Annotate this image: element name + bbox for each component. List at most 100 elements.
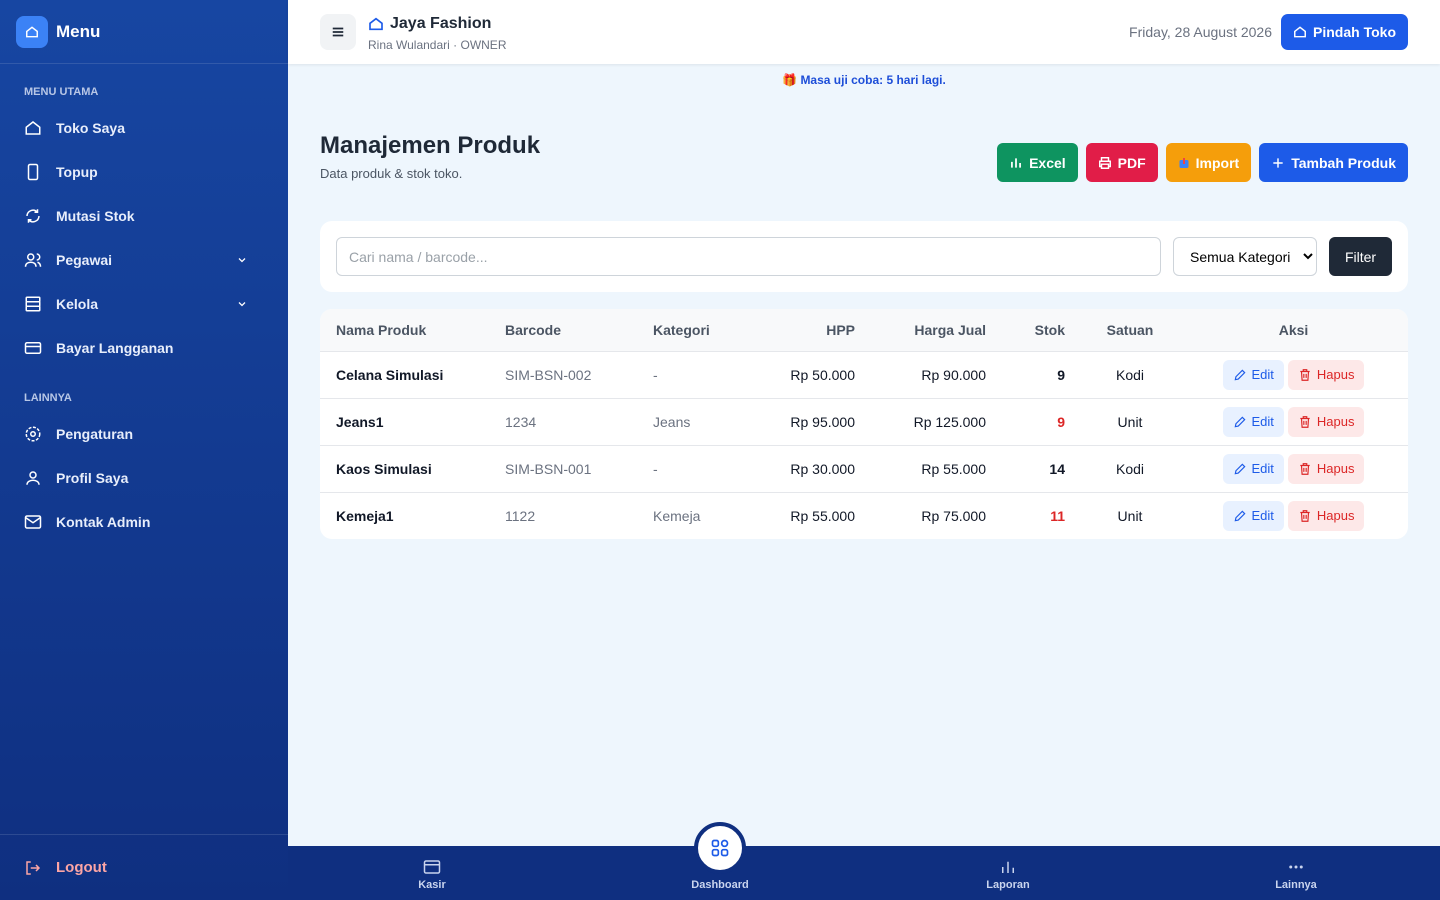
nav-label: Lainnya xyxy=(1275,879,1317,891)
column-header: Kategori xyxy=(637,309,735,351)
table-cell: Rp 75.000 xyxy=(871,491,1002,539)
delete-button[interactable]: Hapus xyxy=(1287,359,1365,390)
button-label: Hapus xyxy=(1316,461,1355,476)
edit-button[interactable]: Edit xyxy=(1222,500,1284,531)
pdf-button[interactable]: PDF xyxy=(1085,143,1158,182)
button-label: Tambah Produk xyxy=(1291,154,1396,171)
table-cell: Jeans xyxy=(637,397,735,445)
nav-item[interactable]: Kelola xyxy=(0,282,288,326)
table-cell: Unit xyxy=(1081,397,1179,445)
button-label: Excel xyxy=(1029,154,1066,171)
button-label: PDF xyxy=(1117,154,1146,171)
table-cell: Rp 50.000 xyxy=(735,350,871,398)
table-cell: 14 xyxy=(1002,444,1081,492)
table-cell: 1122 xyxy=(489,491,637,539)
date: Friday, 28 August 2026 xyxy=(1129,24,1272,40)
filter-button[interactable]: Filter xyxy=(1329,237,1392,276)
delete-button[interactable]: Hapus xyxy=(1287,453,1365,484)
top-bar: Jaya Fashion Rina Wulandari · OWNER Frid… xyxy=(288,0,1440,64)
column-header: Harga Jual xyxy=(871,309,1002,351)
sidebar-title: Menu xyxy=(56,21,101,41)
nav-item[interactable]: Mutasi Stok xyxy=(0,194,288,238)
section-label: MENU UTAMA xyxy=(24,86,99,98)
bottom-nav-item[interactable]: Laporan xyxy=(864,846,1152,900)
edit-button[interactable]: Edit xyxy=(1222,453,1284,484)
table-cell: 9 xyxy=(1002,397,1081,445)
button-label: Edit xyxy=(1251,461,1274,476)
bottom-nav: Kasir Dashboard Laporan Lainnya xyxy=(288,846,1440,900)
nav-label: Kasir xyxy=(418,879,446,891)
filter-card: Semua Kategori Filter xyxy=(320,221,1408,292)
table-row: Kaos Simulasi SIM-BSN-001- Rp 30.000 Rp 55.… xyxy=(320,444,1408,492)
table-cell: Rp 55.000 xyxy=(871,444,1002,492)
add-product-button[interactable]: Tambah Produk xyxy=(1259,143,1408,182)
table-row: Jeans1 1234 Jeans Rp 95.000 Rp 125.000 9 Unit E… xyxy=(320,397,1408,445)
bottom-nav-item[interactable]: Dashboard xyxy=(576,846,864,900)
table-row: Celana Simulasi SIM-BSN-002- Rp 50.000 Rp 9… xyxy=(320,350,1408,398)
notice-text: Masa uji coba: 5 hari lagi. xyxy=(800,73,946,87)
logout[interactable]: Logout xyxy=(0,834,288,900)
nav-item[interactable]: Bayar Langganan xyxy=(0,326,288,370)
nav-item[interactable]: Pengaturan xyxy=(0,412,288,456)
column-header: HPP xyxy=(735,309,871,351)
table-cell: Rp 125.000 xyxy=(871,397,1002,445)
button-label: Hapus xyxy=(1316,414,1355,429)
column-header: Aksi xyxy=(1179,309,1408,351)
nav-item[interactable]: Topup xyxy=(0,150,288,194)
button-label: Import xyxy=(1195,154,1240,171)
bottom-nav-item[interactable]: Lainnya xyxy=(1152,846,1440,900)
table-cell: - xyxy=(637,350,735,398)
column-header: Stok xyxy=(1002,309,1081,351)
store: Jaya Fashion xyxy=(368,15,491,33)
excel-button[interactable]: Excel xyxy=(997,143,1078,182)
category-select[interactable]: Semua Kategori xyxy=(1173,237,1317,276)
section-label: LAINNYA xyxy=(24,392,72,404)
action-cell: Edit Hapus xyxy=(1179,444,1408,492)
nav-label: Toko Saya xyxy=(56,120,125,136)
import-button[interactable]: Import xyxy=(1165,143,1252,182)
switch-store-button[interactable]: Pindah Toko xyxy=(1281,14,1408,50)
search-input[interactable] xyxy=(336,237,1161,276)
column-header: Barcode xyxy=(489,309,637,351)
user-info: Rina Wulandari · OWNER xyxy=(368,38,507,52)
delete-button[interactable]: Hapus xyxy=(1287,500,1365,531)
nav-label: Profil Saya xyxy=(56,470,129,486)
nav-label: Topup xyxy=(56,164,98,180)
menu-toggle[interactable] xyxy=(320,14,356,50)
nav-item[interactable]: Pegawai xyxy=(0,238,288,282)
nav-label: Dashboard xyxy=(691,879,749,891)
nav-label: Kontak Admin xyxy=(56,514,151,530)
delete-button[interactable]: Hapus xyxy=(1287,406,1365,437)
table-cell: SIM-BSN-002 xyxy=(489,350,637,398)
nav-label: Pegawai xyxy=(56,252,113,268)
store-name: Jaya Fashion xyxy=(390,15,492,32)
table-cell: Rp 95.000 xyxy=(735,397,871,445)
edit-button[interactable]: Edit xyxy=(1222,359,1284,390)
nav-item[interactable]: Kontak Admin xyxy=(0,500,288,544)
table-cell: SIM-BSN-001 xyxy=(489,444,637,492)
table-cell: Rp 90.000 xyxy=(871,350,1002,398)
table-cell: Celana Simulasi xyxy=(320,350,489,398)
edit-button[interactable]: Edit xyxy=(1222,406,1284,437)
dashboard-button[interactable] xyxy=(694,822,746,874)
page-title: Manajemen Produk xyxy=(320,132,541,159)
table-cell: 1234 xyxy=(489,397,637,445)
nav-label: Laporan xyxy=(986,879,1030,891)
nav-item[interactable]: Toko Saya xyxy=(0,106,288,150)
button-label: Hapus xyxy=(1316,508,1355,524)
table-cell: - xyxy=(637,444,735,492)
table-cell: Kemeja xyxy=(637,491,735,539)
column-header: Nama Produk xyxy=(320,309,489,351)
actions: Excel PDF Import Tambah Produk xyxy=(997,143,1408,182)
nav-label: Bayar Langganan xyxy=(56,340,174,356)
table-cell: Rp 55.000 xyxy=(735,491,871,539)
table-cell: Unit xyxy=(1081,491,1179,539)
table-row: Kemeja1 1122 Kemeja Rp 55.000 Rp 75.000 11 Uni… xyxy=(320,491,1408,539)
bottom-nav-item[interactable]: Kasir xyxy=(288,846,576,900)
table-cell: 9 xyxy=(1002,350,1081,398)
nav-item[interactable]: Profil Saya xyxy=(0,456,288,500)
table-cell: Rp 30.000 xyxy=(735,444,871,492)
button-label: Edit xyxy=(1251,414,1274,429)
